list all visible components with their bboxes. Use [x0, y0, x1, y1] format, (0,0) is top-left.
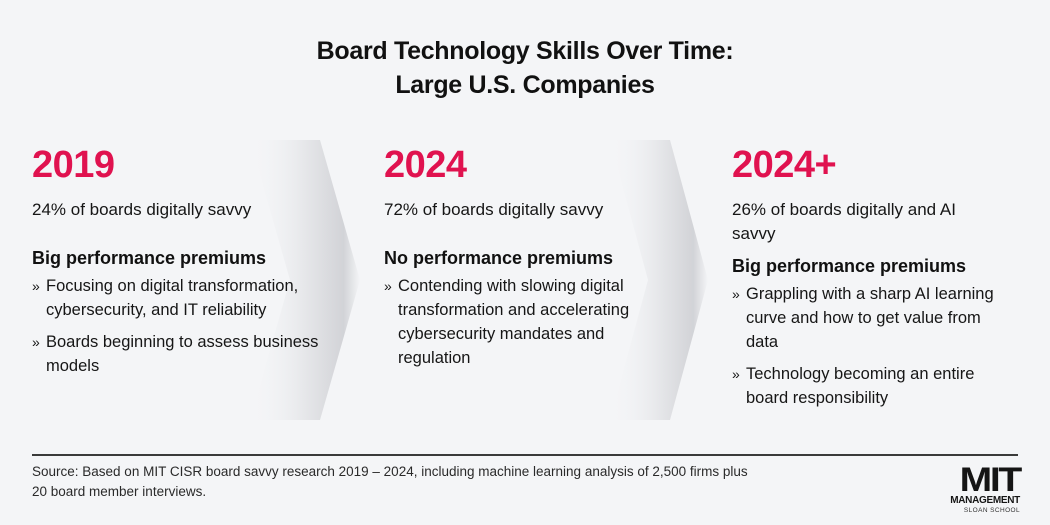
logo-management: MANAGEMENT: [950, 495, 1020, 506]
bullet-list: » Contending with slowing digital transfo…: [384, 274, 674, 370]
stat-text: 26% of boards digitally and AI savvy: [732, 200, 956, 243]
source-note: Source: Based on MIT CISR board savvy re…: [32, 464, 748, 499]
bullet-marker-icon: »: [384, 278, 392, 294]
year-label: 2024: [384, 144, 467, 186]
column-2019: 2019 24% of boards digitally savvy Big p…: [32, 142, 342, 386]
list-item: » Grappling with a sharp AI learning curv…: [732, 282, 1012, 354]
page-title: Board Technology Skills Over Time: Large…: [0, 34, 1050, 102]
list-item: » Technology becoming an entire board res…: [732, 362, 1012, 410]
chevron-arrow-icon: [590, 140, 730, 420]
list-item: » Focusing on digital transformation, cyb…: [32, 274, 342, 322]
bullet-marker-icon: »: [32, 278, 40, 294]
year-label: 2019: [32, 144, 115, 186]
stat-text: 72% of boards digitally savvy: [384, 200, 604, 219]
bullet-marker-icon: »: [732, 366, 740, 382]
stat-text: 24% of boards digitally savvy: [32, 200, 252, 219]
chevron-arrow-icon: [230, 140, 370, 420]
section-heading: No performance premiums: [384, 248, 614, 268]
logo-mit: MIT: [959, 461, 1023, 499]
list-item: » Contending with slowing digital transfo…: [384, 274, 674, 370]
bullet-marker-icon: »: [32, 334, 40, 350]
footer-divider: [32, 454, 1018, 456]
bullet-list: » Grappling with a sharp AI learning curv…: [732, 282, 1012, 410]
title-line-2: Large U.S. Companies: [395, 71, 655, 99]
list-item: » Boards beginning to assess business mod…: [32, 330, 342, 378]
bullet-list: » Focusing on digital transformation, cyb…: [32, 274, 342, 378]
section-heading: Big performance premiums: [732, 256, 967, 276]
mit-sloan-logo: MIT MANAGEMENT SLOAN SCHOOL: [940, 463, 1022, 515]
column-2024: 2024 72% of boards digitally savvy No pe…: [384, 142, 674, 378]
title-line-1: Board Technology Skills Over Time:: [316, 37, 734, 65]
year-label: 2024+: [732, 144, 837, 186]
logo-sloan-school: SLOAN SCHOOL: [963, 507, 1020, 514]
column-2024-plus: 2024+ 26% of boards digitally and AI sav…: [732, 142, 1012, 418]
section-heading: Big performance premiums: [32, 248, 267, 268]
bullet-marker-icon: »: [732, 286, 740, 302]
